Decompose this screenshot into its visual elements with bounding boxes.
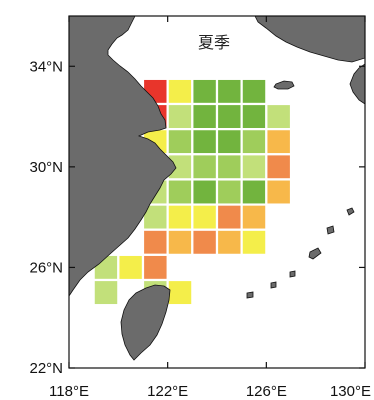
- grid-cell: [191, 203, 219, 231]
- grid-cell: [215, 128, 243, 156]
- jeju-island: [273, 80, 295, 90]
- x-tick-label: 126°E: [246, 383, 287, 400]
- ryukyu-islet-5: [270, 281, 277, 289]
- grid-cell: [166, 178, 194, 206]
- x-tick-label: 122°E: [147, 383, 188, 400]
- grid-cell: [240, 203, 268, 231]
- grid-cell: [166, 228, 194, 256]
- mainland-china: [68, 15, 177, 298]
- y-tick-label: 22°N: [29, 360, 63, 377]
- ryukyu-islet-6: [246, 291, 254, 299]
- grid-cell: [215, 153, 243, 181]
- axis-ticks: 118°E 122°E 126°E 130°E 34°N 30°N 26°N 22°N: [29, 16, 371, 400]
- grid-cell: [240, 178, 268, 206]
- grid-cell: [141, 253, 169, 282]
- x-tick-label: 118°E: [49, 383, 89, 400]
- grid-cell: [240, 153, 268, 181]
- map-frame: [68, 15, 366, 369]
- grid-cell: [215, 203, 243, 231]
- y-tick-label: 26°N: [29, 259, 63, 276]
- grid-cell: [265, 128, 293, 156]
- grid-cell: [265, 153, 293, 181]
- kyushu-coast: [349, 63, 366, 105]
- land-layer: [68, 15, 366, 361]
- grid-cell: [166, 203, 194, 231]
- y-tick-label: 34°N: [29, 58, 63, 75]
- taiwan-island: [120, 284, 171, 361]
- grid-cell: [240, 77, 268, 106]
- grid-cell: [215, 228, 243, 256]
- ryukyu-islet-2: [326, 225, 335, 235]
- grid-cell: [240, 228, 268, 256]
- grid-cell: [191, 77, 219, 106]
- grid-cell: [117, 253, 145, 282]
- cell-layer: [92, 77, 293, 307]
- grid-cell: [240, 102, 268, 131]
- grid-cell: [166, 278, 194, 307]
- ryukyu-islet-4: [289, 270, 296, 278]
- grid-cell: [166, 102, 194, 131]
- ryukyu-islet-1: [346, 207, 355, 216]
- grid-cell: [191, 178, 219, 206]
- grid-cell: [166, 77, 194, 106]
- grid-cell: [215, 77, 243, 106]
- grid-cell: [191, 102, 219, 131]
- grid-cell: [191, 153, 219, 181]
- y-tick-label: 30°N: [29, 159, 63, 176]
- grid-cell: [215, 102, 243, 131]
- grid-cell: [265, 102, 293, 131]
- grid-cell: [191, 228, 219, 256]
- grid-cell: [240, 128, 268, 156]
- grid-cell: [92, 278, 120, 307]
- grid-cell: [265, 178, 293, 206]
- grid-cell: [141, 228, 169, 256]
- ryukyu-islet-3: [308, 247, 322, 260]
- grid-cell: [191, 128, 219, 156]
- grid-cell: [215, 178, 243, 206]
- map-title: 夏季: [198, 33, 230, 52]
- x-tick-label: 130°E: [330, 383, 371, 400]
- grid-cell: [166, 128, 194, 156]
